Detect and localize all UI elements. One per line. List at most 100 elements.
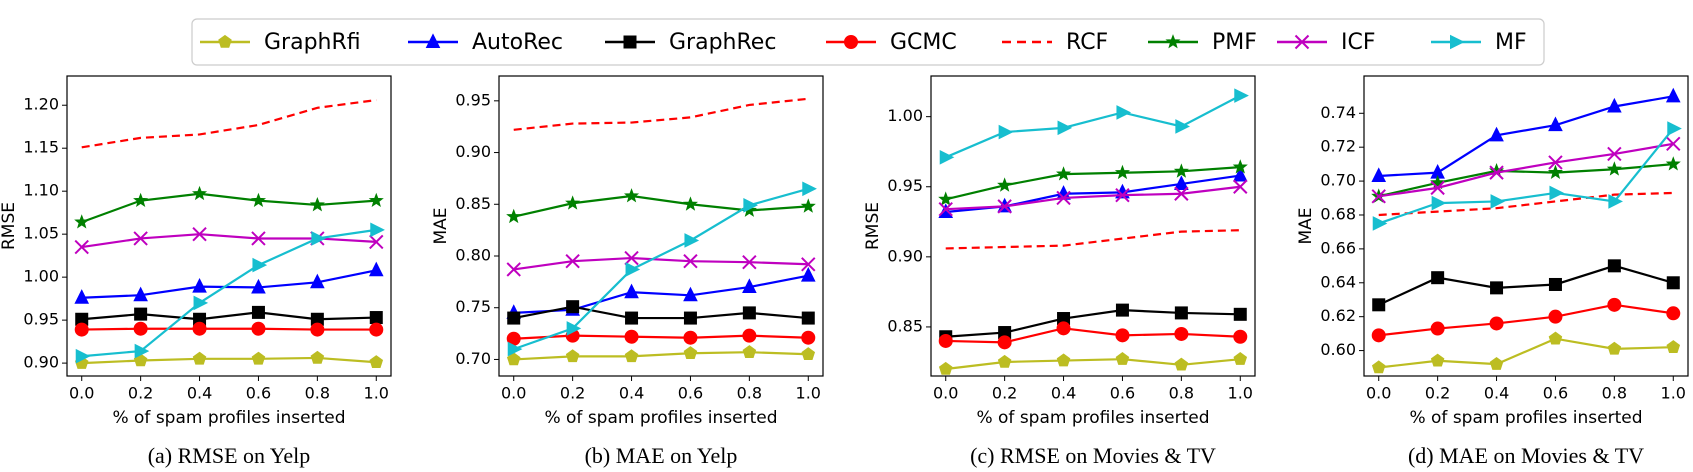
y-tick-label: 0.95 xyxy=(887,176,923,195)
y-tick-label: 0.85 xyxy=(887,316,923,335)
marker xyxy=(1666,276,1680,290)
marker xyxy=(683,330,698,345)
marker xyxy=(1431,271,1445,285)
marker xyxy=(742,278,757,294)
series-line xyxy=(1378,163,1674,198)
marker xyxy=(997,177,1013,192)
marker xyxy=(1116,105,1132,120)
marker xyxy=(1607,259,1621,273)
x-tick-label: 0.8 xyxy=(305,384,330,403)
y-tick-label: 0.64 xyxy=(1320,272,1356,291)
legend-label: AutoRec xyxy=(472,30,563,55)
legend-label: MF xyxy=(1495,30,1527,55)
legend-label: ICF xyxy=(1341,30,1376,55)
marker xyxy=(1549,185,1565,201)
series-line xyxy=(945,358,1241,371)
series-line xyxy=(513,351,809,361)
marker xyxy=(1056,190,1071,206)
marker xyxy=(1489,357,1504,370)
x-tick-label: 1.0 xyxy=(796,384,821,403)
marker xyxy=(997,354,1012,368)
x-tick-label: 0.6 xyxy=(1543,384,1568,403)
marker xyxy=(251,305,265,319)
marker xyxy=(938,333,953,348)
marker xyxy=(625,311,639,325)
marker xyxy=(1607,297,1622,312)
marker xyxy=(1371,360,1386,374)
y-tick-label: 0.80 xyxy=(455,246,491,265)
series-line xyxy=(513,194,809,218)
marker xyxy=(1372,298,1386,312)
marker xyxy=(742,306,756,320)
marker xyxy=(1233,329,1248,344)
marker xyxy=(74,289,90,304)
marker xyxy=(1490,194,1506,209)
y-tick-label: 0.72 xyxy=(1320,137,1356,156)
marker xyxy=(683,253,698,269)
x-tick-label: 0.2 xyxy=(1425,384,1450,403)
marker xyxy=(997,199,1012,214)
marker xyxy=(425,33,441,48)
marker xyxy=(1607,146,1622,162)
marker xyxy=(1548,155,1563,170)
marker xyxy=(310,273,325,289)
series-line xyxy=(1378,95,1674,178)
series-line xyxy=(81,356,377,365)
marker xyxy=(133,231,148,246)
marker xyxy=(1115,303,1129,317)
marker xyxy=(309,197,325,212)
series-line xyxy=(513,274,809,314)
marker xyxy=(624,250,639,266)
marker xyxy=(1233,307,1247,321)
marker xyxy=(133,321,148,336)
marker xyxy=(938,191,954,206)
y-tick-label: 0.90 xyxy=(455,142,491,161)
marker xyxy=(218,34,232,48)
y-tick-label: 0.74 xyxy=(1320,103,1356,122)
marker xyxy=(1174,357,1189,371)
legend-label: PMF xyxy=(1212,30,1257,55)
series-line xyxy=(945,166,1241,201)
series-line xyxy=(81,228,377,358)
series-line xyxy=(513,256,809,271)
legend-label: GraphRfi xyxy=(264,30,361,55)
x-tick-label: 0.4 xyxy=(187,384,212,403)
marker xyxy=(1666,340,1681,353)
x-tick-label: 0.2 xyxy=(992,384,1017,403)
marker xyxy=(1234,88,1249,103)
marker xyxy=(368,192,384,208)
marker xyxy=(1489,316,1504,331)
marker xyxy=(1489,165,1504,180)
series-line xyxy=(513,334,809,340)
plot-frame xyxy=(66,75,392,377)
marker xyxy=(684,233,700,248)
marker xyxy=(1115,352,1130,365)
marker xyxy=(1056,353,1071,367)
chart-title: (a) RMSE on Yelp xyxy=(148,443,311,468)
marker xyxy=(801,330,816,345)
marker xyxy=(1115,328,1130,343)
marker xyxy=(1430,353,1445,367)
y-tick-label: 0.90 xyxy=(887,246,923,265)
marker xyxy=(623,35,637,49)
x-axis-label: % of spam profiles inserted xyxy=(1409,408,1642,428)
marker xyxy=(1548,331,1563,345)
marker xyxy=(1547,164,1563,180)
marker xyxy=(1430,180,1445,196)
marker xyxy=(566,321,582,336)
x-tick-label: 0.8 xyxy=(737,384,762,403)
marker xyxy=(1548,309,1563,324)
marker xyxy=(251,231,266,246)
series-line xyxy=(945,327,1241,344)
y-tick-label: 0.90 xyxy=(23,353,59,372)
marker xyxy=(1233,352,1248,365)
marker xyxy=(801,347,816,361)
marker xyxy=(1607,97,1622,113)
marker xyxy=(1174,306,1188,320)
subplot: 0.60 0.62 0.64 0.66 0.68 0.70 0.72 0.74 0.0 0.2 0.… xyxy=(1296,75,1689,468)
marker xyxy=(938,361,953,375)
legend-label: RCF xyxy=(1066,30,1108,55)
series-line xyxy=(513,97,809,131)
series-line xyxy=(1378,142,1674,198)
